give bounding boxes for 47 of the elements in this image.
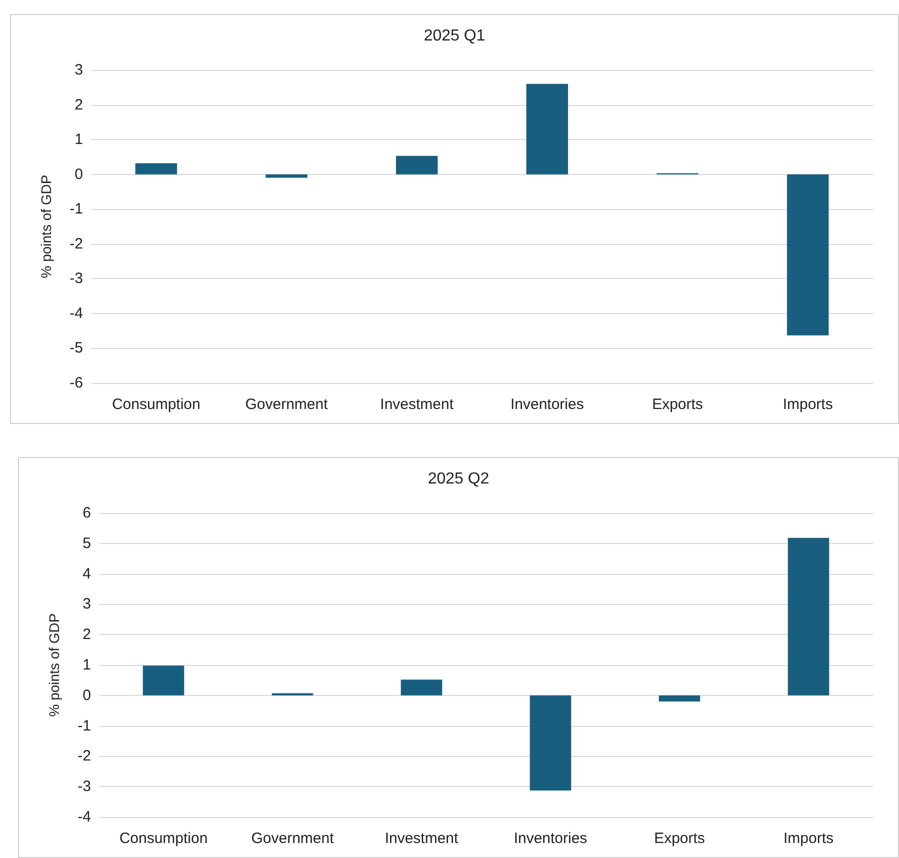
y-tick-label: -3 [78,778,91,796]
y-tick-label: 5 [82,534,91,552]
x-tick-label: Government [251,830,335,847]
x-tick-label: Exports [654,830,705,847]
y-tick-label: -4 [78,808,91,826]
y-tick-label: -2 [70,235,83,252]
x-tick-label: Consumption [112,396,200,413]
bar [526,84,568,174]
y-tick-label: -2 [78,748,91,765]
bar [786,174,829,336]
bar [142,666,184,696]
bar [658,695,700,702]
x-tick-label: Imports [783,830,834,847]
y-tick-label: -1 [70,200,83,218]
x-tick-label: Investment [380,396,454,413]
y-tick-label: 1 [74,131,83,148]
y-tick-label: -3 [70,270,83,288]
y-tick-label: 0 [74,166,83,183]
x-tick-label: Imports [782,396,833,413]
y-tick-label: 2 [82,626,91,644]
y-tick-label: -4 [70,304,83,322]
bar [266,174,308,178]
y-tick-label: 2 [74,96,83,114]
y-tick-label: 1 [82,656,91,674]
y-tick-label: 3 [74,62,83,78]
y-tick-label: -6 [70,374,83,392]
bar [530,695,572,791]
y-tick-label: -1 [78,717,91,734]
bar [400,680,442,696]
bar [396,156,438,174]
x-tick-label: Inventories [510,396,584,413]
y-tick-label: 0 [82,686,91,704]
y-tick-label: 6 [82,504,91,522]
bar [135,163,178,174]
x-tick-label: Inventories [514,830,588,847]
y-axis-title: % points of GDP [46,613,62,717]
y-tick-label: 4 [82,565,91,582]
x-tick-label: Consumption [119,830,208,847]
x-tick-label: Investment [384,830,460,847]
y-axis-title: % points of GDP [38,174,54,278]
chart-title: 2025 Q1 [424,28,486,44]
x-tick-label: Government [245,396,329,413]
x-tick-label: Exports [652,396,703,413]
chart-title: 2025 Q2 [428,470,490,488]
bar [788,538,830,696]
y-tick-label: -5 [70,340,83,357]
y-tick-label: 3 [82,596,91,613]
